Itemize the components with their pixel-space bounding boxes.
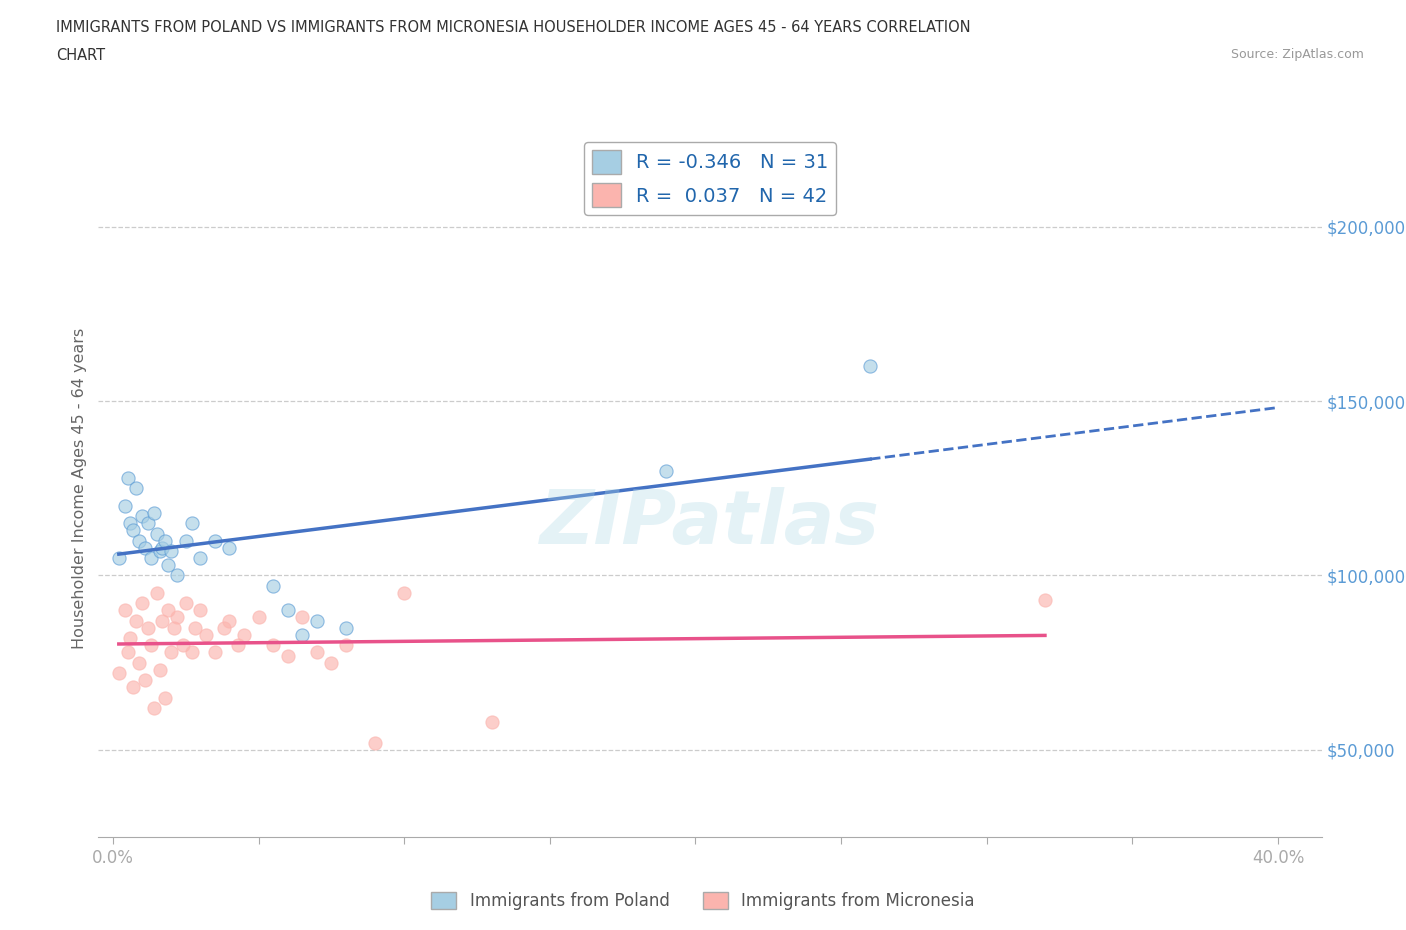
Point bbox=[218, 540, 240, 555]
Point bbox=[117, 471, 139, 485]
Point bbox=[321, 655, 343, 670]
Y-axis label: Householder Income Ages 45 - 64 years: Householder Income Ages 45 - 64 years bbox=[72, 327, 87, 649]
Point bbox=[859, 359, 882, 374]
Point bbox=[145, 526, 167, 541]
Point bbox=[160, 543, 183, 558]
Point bbox=[174, 596, 197, 611]
Point bbox=[155, 533, 177, 548]
Point bbox=[277, 648, 299, 663]
Legend: R = -0.346   N = 31, R =  0.037   N = 42: R = -0.346 N = 31, R = 0.037 N = 42 bbox=[583, 142, 837, 215]
Point bbox=[195, 627, 218, 642]
Point bbox=[212, 620, 235, 635]
Point bbox=[152, 614, 174, 629]
Point bbox=[166, 568, 188, 583]
Point bbox=[149, 662, 172, 677]
Point bbox=[120, 515, 142, 530]
Text: ZIPatlas: ZIPatlas bbox=[540, 486, 880, 560]
Point bbox=[335, 620, 357, 635]
Point bbox=[155, 690, 177, 705]
Point bbox=[134, 540, 156, 555]
Point bbox=[142, 700, 165, 715]
Point bbox=[291, 610, 314, 625]
Point bbox=[149, 543, 172, 558]
Text: IMMIGRANTS FROM POLAND VS IMMIGRANTS FROM MICRONESIA HOUSEHOLDER INCOME AGES 45 : IMMIGRANTS FROM POLAND VS IMMIGRANTS FRO… bbox=[56, 20, 972, 35]
Point bbox=[125, 614, 148, 629]
Point bbox=[114, 498, 136, 513]
Point bbox=[481, 714, 503, 729]
Point bbox=[1033, 592, 1056, 607]
Point bbox=[174, 533, 197, 548]
Point bbox=[152, 540, 174, 555]
Point bbox=[188, 603, 212, 618]
Point bbox=[335, 638, 357, 653]
Point bbox=[305, 614, 328, 629]
Point bbox=[233, 627, 256, 642]
Point bbox=[188, 551, 212, 565]
Point bbox=[108, 666, 131, 681]
Point bbox=[142, 505, 165, 520]
Point bbox=[204, 644, 226, 659]
Point bbox=[262, 638, 284, 653]
Point bbox=[157, 603, 180, 618]
Point bbox=[655, 463, 678, 478]
Point bbox=[163, 620, 186, 635]
Point bbox=[134, 672, 156, 687]
Point bbox=[125, 481, 148, 496]
Point bbox=[131, 509, 153, 524]
Legend: Immigrants from Poland, Immigrants from Micronesia: Immigrants from Poland, Immigrants from … bbox=[425, 885, 981, 917]
Point bbox=[204, 533, 226, 548]
Point bbox=[183, 620, 205, 635]
Text: CHART: CHART bbox=[56, 48, 105, 63]
Point bbox=[305, 644, 328, 659]
Point bbox=[394, 586, 416, 601]
Point bbox=[139, 638, 162, 653]
Point bbox=[247, 610, 270, 625]
Point bbox=[262, 578, 284, 593]
Point bbox=[117, 644, 139, 659]
Point bbox=[114, 603, 136, 618]
Point bbox=[364, 736, 387, 751]
Point bbox=[180, 644, 202, 659]
Point bbox=[128, 655, 150, 670]
Point bbox=[218, 614, 240, 629]
Point bbox=[131, 596, 153, 611]
Point bbox=[128, 533, 150, 548]
Point bbox=[157, 557, 180, 572]
Point bbox=[122, 680, 145, 695]
Point bbox=[166, 610, 188, 625]
Point bbox=[277, 603, 299, 618]
Point bbox=[180, 515, 202, 530]
Point bbox=[108, 551, 131, 565]
Point bbox=[139, 551, 162, 565]
Point bbox=[160, 644, 183, 659]
Point bbox=[136, 515, 159, 530]
Point bbox=[122, 523, 145, 538]
Point bbox=[226, 638, 249, 653]
Point bbox=[136, 620, 159, 635]
Text: Source: ZipAtlas.com: Source: ZipAtlas.com bbox=[1230, 48, 1364, 61]
Point bbox=[145, 586, 167, 601]
Point bbox=[291, 627, 314, 642]
Point bbox=[120, 631, 142, 645]
Point bbox=[172, 638, 194, 653]
